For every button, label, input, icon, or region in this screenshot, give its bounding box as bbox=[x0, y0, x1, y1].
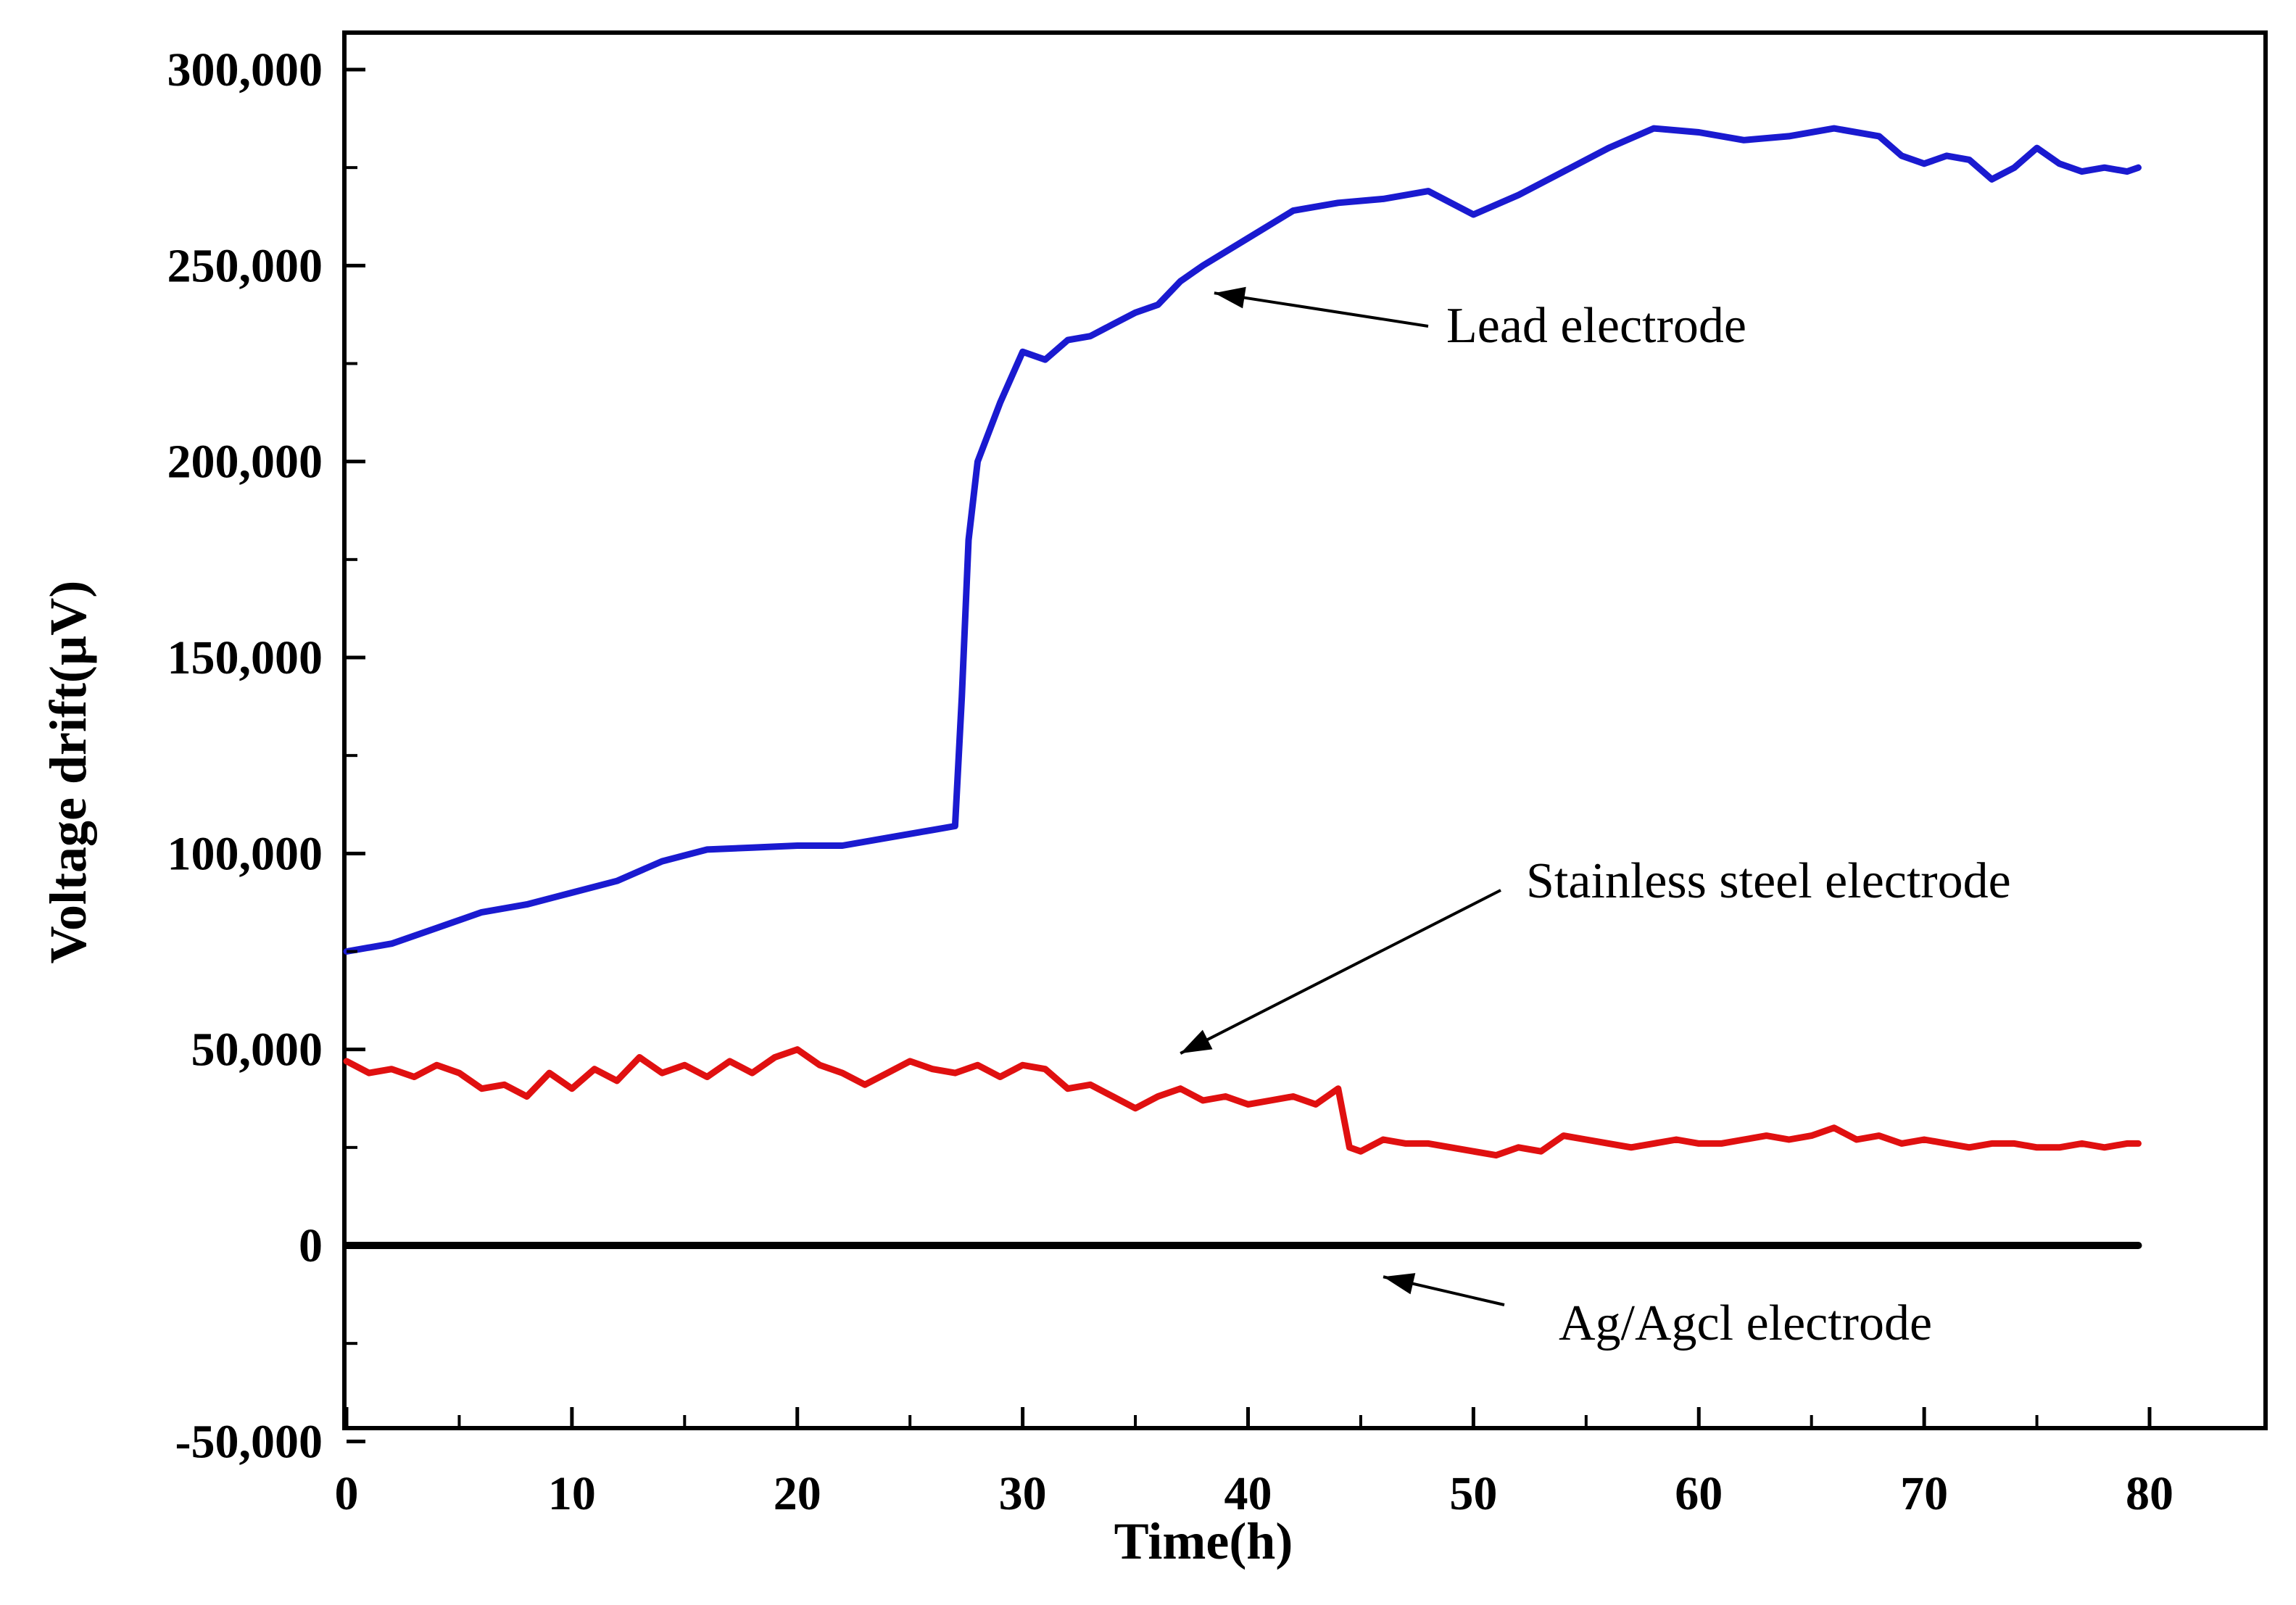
plot-frame bbox=[342, 30, 2268, 1430]
x-tick-label: 80 bbox=[2126, 1467, 2173, 1520]
series-layer bbox=[343, 125, 2142, 1249]
y-tick-label: 300,000 bbox=[167, 43, 323, 96]
annotation-label: Ag/Agcl electrode bbox=[1559, 1295, 1932, 1351]
x-tick-label: 0 bbox=[335, 1467, 359, 1520]
annotation-arrowhead bbox=[1383, 1273, 1416, 1295]
x-tick-label: 20 bbox=[774, 1467, 821, 1520]
y-tick-label: 200,000 bbox=[167, 436, 323, 489]
y-tick-label: 150,000 bbox=[167, 631, 323, 684]
y-tick-label: 100,000 bbox=[167, 827, 323, 880]
x-axis-title: Time(h) bbox=[1114, 1512, 1293, 1570]
annotation-arrow-line bbox=[1214, 291, 1429, 328]
x-tick-label: 70 bbox=[1900, 1467, 1948, 1520]
annotation-arrowhead bbox=[1180, 1029, 1213, 1054]
y-tick-label: 250,000 bbox=[167, 239, 323, 292]
annotation-label: Stainless steel electrode bbox=[1526, 853, 2011, 909]
annotation-arrowhead bbox=[1214, 286, 1246, 309]
y-axis-title: Voltage drift(µV) bbox=[39, 581, 97, 964]
x-tick-label: 10 bbox=[548, 1467, 596, 1520]
x-tick-label: 50 bbox=[1449, 1467, 1497, 1520]
series-line-lead-electrode bbox=[343, 125, 2142, 955]
x-tick-label: 60 bbox=[1675, 1467, 1723, 1520]
annotation-label: Lead electrode bbox=[1446, 298, 1746, 354]
annotation-layer: Lead electrode Stainless steel electrode A… bbox=[1180, 286, 2011, 1351]
y-tick-label: 50,000 bbox=[191, 1024, 323, 1077]
annotation-arrow-line bbox=[1180, 889, 1501, 1055]
series-line-stainless-steel-electrode bbox=[343, 1046, 2142, 1159]
y-tick-label: 0 bbox=[299, 1219, 323, 1272]
y-tick-label: -50,000 bbox=[175, 1415, 323, 1468]
x-tick-label: 40 bbox=[1224, 1467, 1272, 1520]
x-tick-label: 30 bbox=[999, 1467, 1047, 1520]
tick-layer: 0 10 20 30 40 50 60 70 80-50,000050,000100,00015… bbox=[167, 43, 2174, 1520]
